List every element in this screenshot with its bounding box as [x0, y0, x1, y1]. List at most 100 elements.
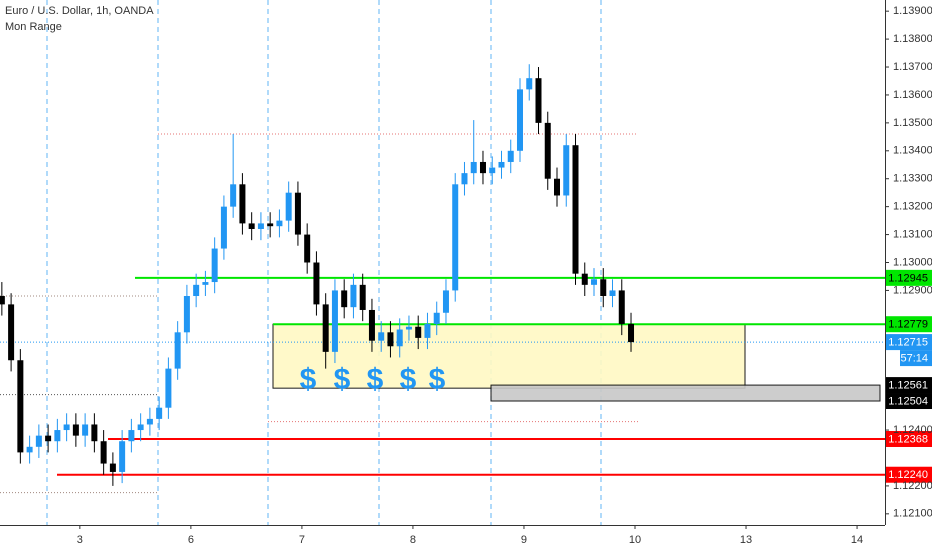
candle-body [230, 184, 237, 207]
candle-body [544, 122, 551, 179]
candle-body [498, 161, 505, 168]
candle-body [165, 368, 172, 408]
candle-body [211, 248, 218, 283]
candle-body [572, 145, 579, 274]
candle-body [100, 441, 107, 464]
candle-body [563, 145, 570, 196]
y-tick-label: 1.12400 [893, 424, 932, 436]
candle-body [350, 284, 357, 308]
candle-body [202, 282, 209, 285]
candle-body [452, 184, 459, 291]
candle-body [341, 290, 348, 308]
candle-body [331, 290, 338, 352]
candle-body [45, 435, 52, 442]
x-tick-label: 14 [851, 534, 863, 546]
y-tick-label: 1.13100 [893, 228, 932, 240]
y-tick-label: 1.13600 [893, 89, 932, 101]
candle-body [294, 192, 301, 235]
candle-body [489, 167, 496, 174]
level-label-box [886, 377, 932, 394]
candle-body [516, 89, 523, 151]
chart-subtitle: Mon Range [5, 21, 62, 33]
candle-body [304, 234, 311, 263]
y-tick-label: 1.13700 [893, 61, 932, 73]
candle-body [193, 284, 200, 297]
y-tick-label: 1.13800 [893, 33, 932, 45]
candle-body [91, 424, 98, 442]
candle-body [267, 223, 274, 227]
candle-body [618, 290, 625, 324]
level-label-box [886, 393, 932, 410]
candle-body [26, 446, 33, 453]
y-tick-label: 1.12900 [893, 284, 932, 296]
candle-body [581, 273, 588, 285]
candle-body [424, 323, 431, 338]
candle-body [276, 220, 283, 227]
zone [490, 384, 881, 402]
candle-body [442, 290, 449, 313]
candle-body [63, 424, 70, 431]
level-label: 1.12561 [888, 379, 928, 391]
y-tick-label: 1.13500 [893, 117, 932, 129]
level-label: 1.12368 [888, 433, 928, 445]
countdown-box [900, 350, 932, 367]
candle-body [248, 223, 255, 229]
candle-body [322, 304, 329, 352]
dollar-annotation: $ [400, 363, 417, 396]
x-tick-label: 8 [410, 534, 416, 546]
candle-body [146, 418, 153, 425]
dollar-annotation: $ [367, 363, 384, 396]
candle-body [285, 192, 292, 221]
candle-body [359, 284, 366, 310]
candle-body [470, 161, 477, 174]
level-label: 1.12715 [888, 336, 928, 348]
level-label: 1.12240 [888, 469, 928, 481]
dollar-annotation: $ [334, 363, 351, 396]
candle-body [128, 430, 135, 442]
y-tick-label: 1.13000 [893, 256, 932, 268]
candle-body [17, 360, 24, 453]
x-tick-label: 6 [188, 534, 194, 546]
candle-body [378, 332, 385, 341]
y-tick-label: 1.13400 [893, 145, 932, 157]
candle-body [628, 323, 635, 343]
candle-body [183, 296, 190, 333]
level-label-box [886, 269, 932, 286]
candle-body [405, 326, 412, 330]
candle-body [8, 304, 15, 361]
level-label-box [886, 334, 932, 351]
chart-title: Euro / U.S. Dollar, 1h, OANDA [5, 5, 154, 17]
candle-body [35, 435, 42, 447]
level-label-box [886, 466, 932, 483]
candle-body [119, 441, 126, 472]
x-tick-label: 3 [77, 534, 83, 546]
candle-body [553, 178, 560, 196]
candle-body [479, 161, 486, 174]
y-tick-label: 1.12200 [893, 480, 932, 492]
candle-body [72, 424, 79, 436]
countdown: 57:14 [900, 352, 928, 364]
candle-body [137, 424, 144, 431]
y-tick-label: 1.13300 [893, 173, 932, 185]
x-tick-label: 9 [521, 534, 527, 546]
candle-body [396, 329, 403, 347]
x-tick-label: 13 [740, 534, 752, 546]
level-label: 1.12945 [888, 272, 928, 284]
candle-body [461, 173, 468, 185]
level-label: 1.12504 [888, 395, 928, 407]
dollar-annotation: $ [429, 363, 446, 396]
zone [272, 323, 746, 389]
candle-body [433, 312, 440, 324]
candle-body [609, 290, 616, 297]
candle-body [220, 206, 227, 249]
candle-body [174, 332, 181, 369]
x-tick-label: 7 [299, 534, 305, 546]
candle-body [591, 279, 598, 285]
y-tick-label: 1.13900 [893, 5, 932, 17]
candle-body [313, 262, 320, 305]
candle-body [535, 78, 542, 123]
candle-body [257, 223, 264, 229]
candle-body [368, 309, 375, 341]
